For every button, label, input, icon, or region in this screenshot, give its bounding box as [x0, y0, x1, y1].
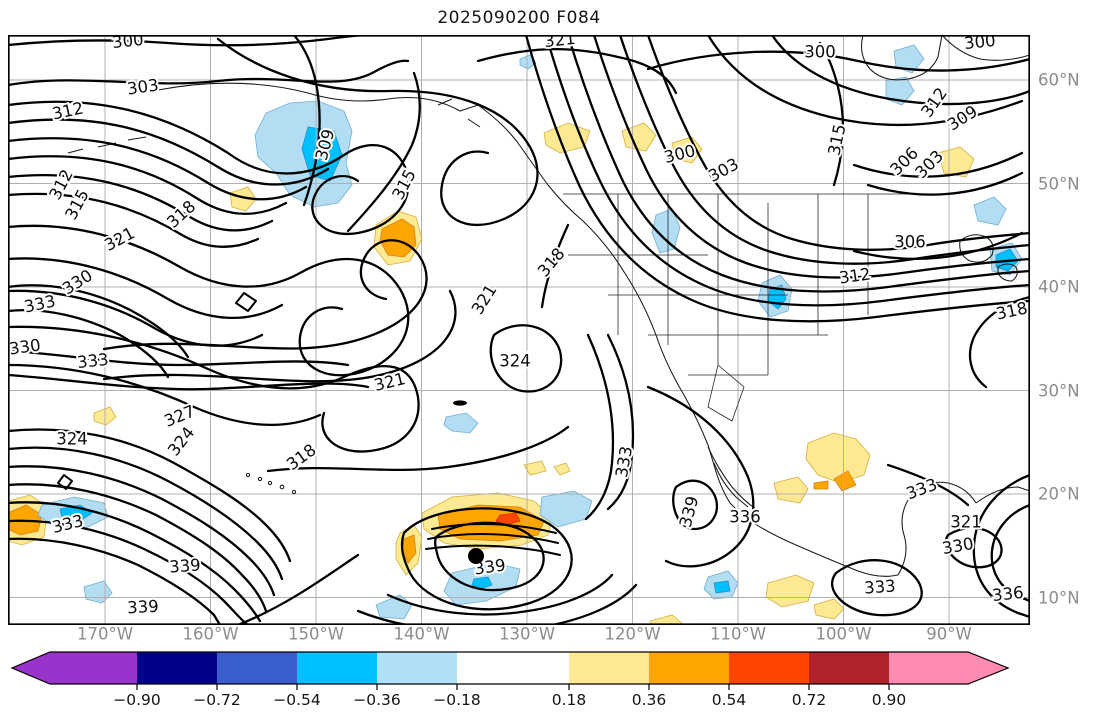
colorbar-segment	[217, 652, 297, 684]
x-tick-label: 130°W	[498, 624, 556, 644]
shaded-region-pos1	[937, 146, 975, 178]
x-tick-label: 170°W	[76, 624, 134, 644]
contour-map-canvas: 300 303 312 312 315 318 321 330 333 330 333 324 327 3…	[8, 35, 1030, 625]
cyclone-dot	[468, 548, 484, 564]
shaded-region-pos1	[773, 476, 809, 504]
y-tick-label: 60°N	[1038, 70, 1080, 90]
shaded-region-neg1	[885, 76, 915, 106]
colorbar-segment	[377, 652, 457, 684]
isoline-contours	[8, 35, 1030, 625]
colorbar-tick-label: 0.72	[792, 691, 827, 709]
cyclone-position-marker	[468, 548, 484, 564]
contour-label: 315	[824, 122, 849, 157]
contour-label: 333	[904, 475, 940, 504]
shaded-region-pos1	[765, 574, 815, 608]
coastlines	[67, 35, 1030, 577]
shaded-region-pos1	[621, 122, 657, 152]
x-tick-label: 160°W	[182, 624, 239, 644]
contour-label: 303	[705, 154, 742, 186]
x-tick-label: 150°W	[287, 624, 345, 644]
shaded-region-neg1	[973, 196, 1007, 226]
colorbar-segment	[569, 652, 649, 684]
contour-label: 321	[950, 513, 982, 532]
contour-label: 330	[8, 335, 42, 358]
shaded-region-neg1	[83, 580, 113, 604]
contour-label: 333	[864, 576, 897, 597]
x-tick-label: 90°W	[926, 624, 972, 644]
colorbar-tick-label: 0.90	[872, 691, 907, 709]
contour-label: 333	[76, 350, 109, 372]
chart-title: 2025090200 F084	[437, 8, 601, 28]
contour-label: 300	[963, 35, 996, 53]
shaded-region-pos3	[495, 512, 521, 526]
colorbar-tick-label: 0.54	[712, 691, 747, 709]
shaded-region-pos1	[805, 432, 871, 484]
contour-label: 318	[994, 298, 1029, 323]
shaded-region-neg2	[713, 580, 731, 594]
contour-label: 336	[729, 508, 761, 527]
contour-label: 312	[917, 84, 951, 121]
shaded-region-pos1	[553, 462, 571, 476]
y-tick-label: 10°N	[1038, 588, 1080, 607]
colorbar-tick-label: −0.36	[353, 691, 401, 709]
y-tick-label: 40°N	[1038, 277, 1080, 297]
colorbar-tick-label: −0.18	[433, 691, 481, 709]
contour-label: 312	[838, 264, 872, 287]
contour-label: 339	[676, 494, 703, 529]
x-tick-label: 120°W	[604, 624, 661, 644]
shaded-region-pos1	[229, 186, 257, 212]
colorbar-segment	[809, 652, 889, 684]
contour-label: 324	[499, 352, 531, 371]
colorbar-tick-label: 0.36	[632, 691, 667, 709]
map-border	[8, 35, 1030, 625]
y-tick-label: 30°N	[1038, 381, 1080, 400]
map-area: 300 303 312 312 315 318 321 330 333 330 333 324 327 3…	[8, 35, 1030, 625]
y-tick-label: 20°N	[1038, 484, 1080, 504]
anomaly-colorbar: −0.90 −0.72 −0.54 −0.36 −0.18 0.18 0.36 0.54 0.7…	[10, 651, 1010, 709]
contour-label: 303	[126, 75, 160, 98]
contour-label: 315	[388, 166, 420, 203]
contour-label: 318	[534, 244, 569, 280]
colorbar-segment	[12, 652, 137, 684]
shaded-region-pos1	[543, 122, 591, 154]
shaded-region-neg1	[443, 412, 479, 434]
colorbar-segment	[889, 652, 1008, 684]
colorbar-tick-label: −0.72	[193, 691, 241, 709]
contour-label: 306	[894, 233, 926, 252]
colorbar-tick-label: −0.54	[273, 691, 321, 709]
shaded-region-neg2	[471, 576, 493, 590]
shaded-region-pos1	[523, 460, 547, 476]
colorbar-segment	[297, 652, 377, 684]
contour-label: 330	[941, 534, 975, 558]
colorbar-segment	[457, 652, 569, 684]
colorbar-tick-label: 0.18	[552, 691, 587, 709]
contour-label: 321	[101, 223, 138, 255]
contour-label: 339	[169, 555, 202, 576]
colorbar-outline	[10, 651, 1010, 685]
colorbar-segment	[137, 652, 217, 684]
colorbar-tick-label: −0.90	[113, 691, 161, 709]
contour-label: 309	[944, 102, 981, 135]
y-tick-label: 50°N	[1038, 174, 1080, 193]
shaded-region-pos2	[379, 218, 417, 258]
contour-label: 300	[111, 35, 144, 52]
contour-label: 321	[372, 369, 407, 395]
contour-label: 336	[991, 583, 1024, 605]
contour-label: 300	[804, 43, 836, 62]
colorbar-segment	[649, 652, 729, 684]
shaded-region-pos1	[671, 136, 703, 164]
x-tick-label: 110°W	[709, 624, 767, 644]
contour-label: 339	[127, 597, 159, 618]
x-tick-label: 140°W	[393, 624, 450, 644]
shaded-region-neg1	[893, 44, 925, 74]
x-tick-label: 100°W	[815, 624, 872, 644]
contour-label: 321	[543, 35, 576, 51]
shaded-region-pos1	[813, 598, 845, 620]
contour-label: 324	[56, 430, 88, 449]
colorbar-segment	[729, 652, 809, 684]
shaded-region-pos2	[813, 480, 829, 490]
contour-label: 327	[161, 401, 197, 430]
shaded-region-neg2	[301, 126, 343, 182]
